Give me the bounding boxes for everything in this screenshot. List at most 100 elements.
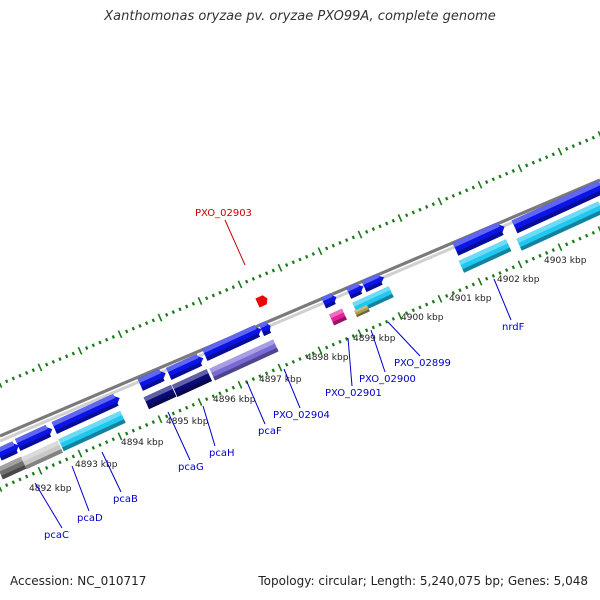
gene-label-line <box>347 337 353 387</box>
gene-label-line <box>71 465 90 512</box>
gene-arrow <box>0 456 27 480</box>
outer-tick <box>131 326 135 331</box>
gene-arrow-shadow <box>349 290 363 299</box>
inner-tick <box>385 319 389 324</box>
tick-label: 4896 kbp <box>213 395 256 405</box>
tick-label: 4895 kbp <box>166 417 209 427</box>
inner-tick <box>65 457 69 462</box>
inner-tick <box>498 271 502 275</box>
map-title: Xanthomonas oryzae pv. oryzae PXO99A, co… <box>104 9 496 24</box>
tick-label: 4900 kbp <box>401 313 444 323</box>
inner-tick <box>531 256 535 261</box>
outer-tick <box>18 373 22 378</box>
outer-tick <box>125 329 129 334</box>
tick-label: 4894 kbp <box>121 438 164 448</box>
outer-tick <box>237 280 243 289</box>
inner-tick <box>545 251 549 255</box>
gene-arrow-highlight <box>51 393 116 427</box>
outer-tick <box>298 257 302 262</box>
gene-arrow-highlight <box>511 180 600 225</box>
gene-label-line <box>493 278 512 321</box>
gene-arrow-shadow <box>175 377 212 397</box>
outer-tick <box>411 210 415 215</box>
inner-tick <box>285 362 289 367</box>
gene-labels: PXO_02903 pcaC pcaD pcaB pcaG pcaH pcaF PXO_029… <box>44 208 525 541</box>
outer-tick <box>451 193 455 198</box>
outer-tick <box>85 346 89 350</box>
inner-tick <box>491 273 495 278</box>
outer-tick <box>385 221 389 226</box>
gene-arrow-highlight <box>166 353 199 373</box>
outer-tick <box>11 376 15 381</box>
inner-tick <box>445 294 449 298</box>
outer-tick <box>258 274 262 279</box>
outer-tick <box>265 271 269 276</box>
gene-arrow <box>137 369 166 391</box>
outer-tick <box>477 180 483 189</box>
inner-tick <box>265 371 269 376</box>
inner-tick <box>471 282 475 287</box>
inner-tick <box>91 445 95 450</box>
gene-label: PXO_02904 <box>273 410 330 421</box>
outer-tick <box>51 359 55 364</box>
gene-arrow-body <box>15 426 53 451</box>
outer-tick <box>405 213 409 218</box>
gene-arrow-body <box>511 181 600 234</box>
inner-tick <box>425 302 429 307</box>
outer-tick <box>465 188 469 193</box>
gene-arrow <box>511 180 600 234</box>
outer-tick <box>531 160 535 165</box>
inner-tick <box>465 285 469 290</box>
outer-tick <box>231 285 235 290</box>
inner-tick <box>325 345 329 350</box>
outer-tick <box>551 152 555 157</box>
outer-tick <box>311 252 315 256</box>
gene-arrow-shadow <box>515 189 600 234</box>
inner-tick <box>305 354 309 359</box>
tick-label: 4893 kbp <box>75 460 118 470</box>
gene-arrow-highlight <box>258 321 268 329</box>
inner-tick <box>485 276 489 281</box>
gene-arrow-shadow <box>0 449 18 461</box>
topology-text: Topology: circular; Length: 5,240,075 bp… <box>258 574 588 588</box>
backbone-inner-line <box>0 183 600 443</box>
gene-arrow-shadow <box>213 347 279 381</box>
outer-tick <box>205 296 209 301</box>
gene-arrow-shadow <box>18 433 52 451</box>
gene-arrow-shadow <box>356 309 370 318</box>
inner-tick <box>5 483 9 488</box>
outer-tick <box>371 227 375 231</box>
tick-label: 4902 kbp <box>497 275 540 285</box>
gene-label-line <box>387 321 421 357</box>
inner-tick <box>331 342 335 347</box>
gene-label: pcaB <box>113 494 138 505</box>
outer-tick <box>178 307 182 312</box>
inner-tick <box>565 242 569 247</box>
gene-arrow <box>209 339 279 381</box>
gene-label: pcaC <box>44 530 69 541</box>
gene-label: PXO_02900 <box>359 374 416 385</box>
inner-tick <box>138 425 142 430</box>
gene-arrow-highlight <box>452 222 500 248</box>
outer-tick <box>0 382 3 388</box>
gene-arrow-highlight <box>354 304 368 313</box>
outer-tick <box>145 321 149 326</box>
outer-tick <box>25 371 29 375</box>
inner-tick <box>291 359 295 364</box>
inner-tick <box>237 380 243 389</box>
inner-tick <box>477 277 483 286</box>
gene-arrow-highlight <box>21 440 60 462</box>
inner-tick <box>85 448 89 453</box>
outer-tick <box>305 254 309 259</box>
inner-tick <box>31 471 35 476</box>
gene-label-line <box>224 219 246 266</box>
outer-tick <box>271 268 275 273</box>
outer-tick <box>5 379 9 384</box>
gene-label: PXO_02903 <box>195 208 252 219</box>
outer-tick <box>65 354 69 359</box>
outer-tick <box>485 180 489 184</box>
inner-tick <box>37 466 43 475</box>
inner-tick <box>185 405 189 410</box>
inner-tick <box>317 346 323 355</box>
gene-arrow-body <box>202 326 262 361</box>
